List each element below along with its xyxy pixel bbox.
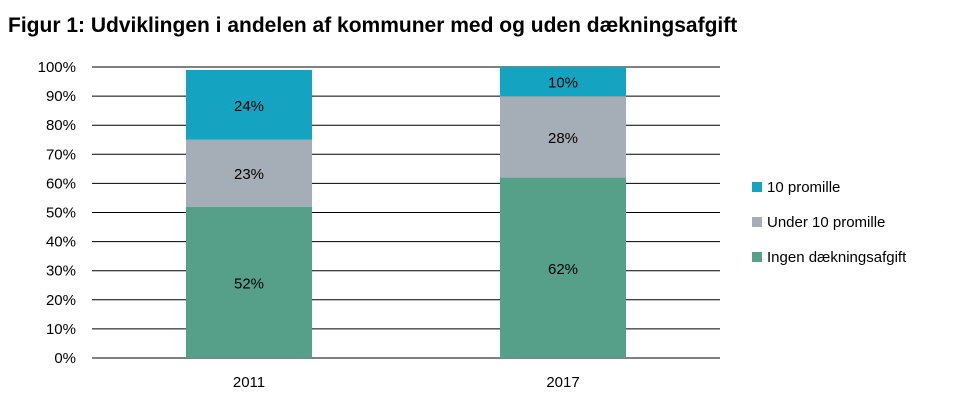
y-tick-label: 80% [46,117,76,134]
y-tick-label: 60% [46,175,76,192]
data-label: 23% [234,166,264,183]
y-tick-label: 100% [38,59,76,76]
data-label: 62% [548,261,578,278]
legend-swatch [752,182,762,192]
y-tick-label: 50% [46,205,76,222]
y-tick-label: 40% [46,234,76,251]
legend-item-10-promille: 10 promille [752,178,906,196]
legend-label: Under 10 promille [767,213,886,231]
legend-label: 10 promille [767,178,841,196]
bar-segment [186,139,312,207]
chart-title: Figur 1: Udviklingen i andelen af kommun… [8,14,738,37]
data-label: 24% [234,98,264,115]
legend-item-ingen-daekningsafgift: Ingen dækningsafgift [752,248,906,266]
y-tick-label: 90% [46,88,76,105]
y-tick-label: 10% [46,321,76,338]
data-label: 28% [548,130,578,147]
legend-label: Ingen dækningsafgift [767,248,907,266]
data-label: 10% [548,75,578,92]
bar-segment [500,177,626,358]
x-tick-label: 2011 [233,374,265,391]
bar-segment [500,96,626,178]
bar-segment [186,69,312,140]
x-tick-label: 2017 [546,374,579,391]
y-tick-label: 20% [46,292,76,309]
legend-swatch [752,217,762,227]
bar-segment [186,206,312,358]
legend-swatch [752,252,762,262]
y-tick-label: 0% [54,350,76,367]
y-tick-label: 70% [46,146,76,163]
legend: 10 promille Under 10 promille Ingen dækn… [752,178,906,283]
legend-item-under-10-promille: Under 10 promille [752,213,906,231]
y-tick-label: 30% [46,263,76,280]
bar-segment [500,67,626,97]
data-label: 52% [234,275,264,292]
